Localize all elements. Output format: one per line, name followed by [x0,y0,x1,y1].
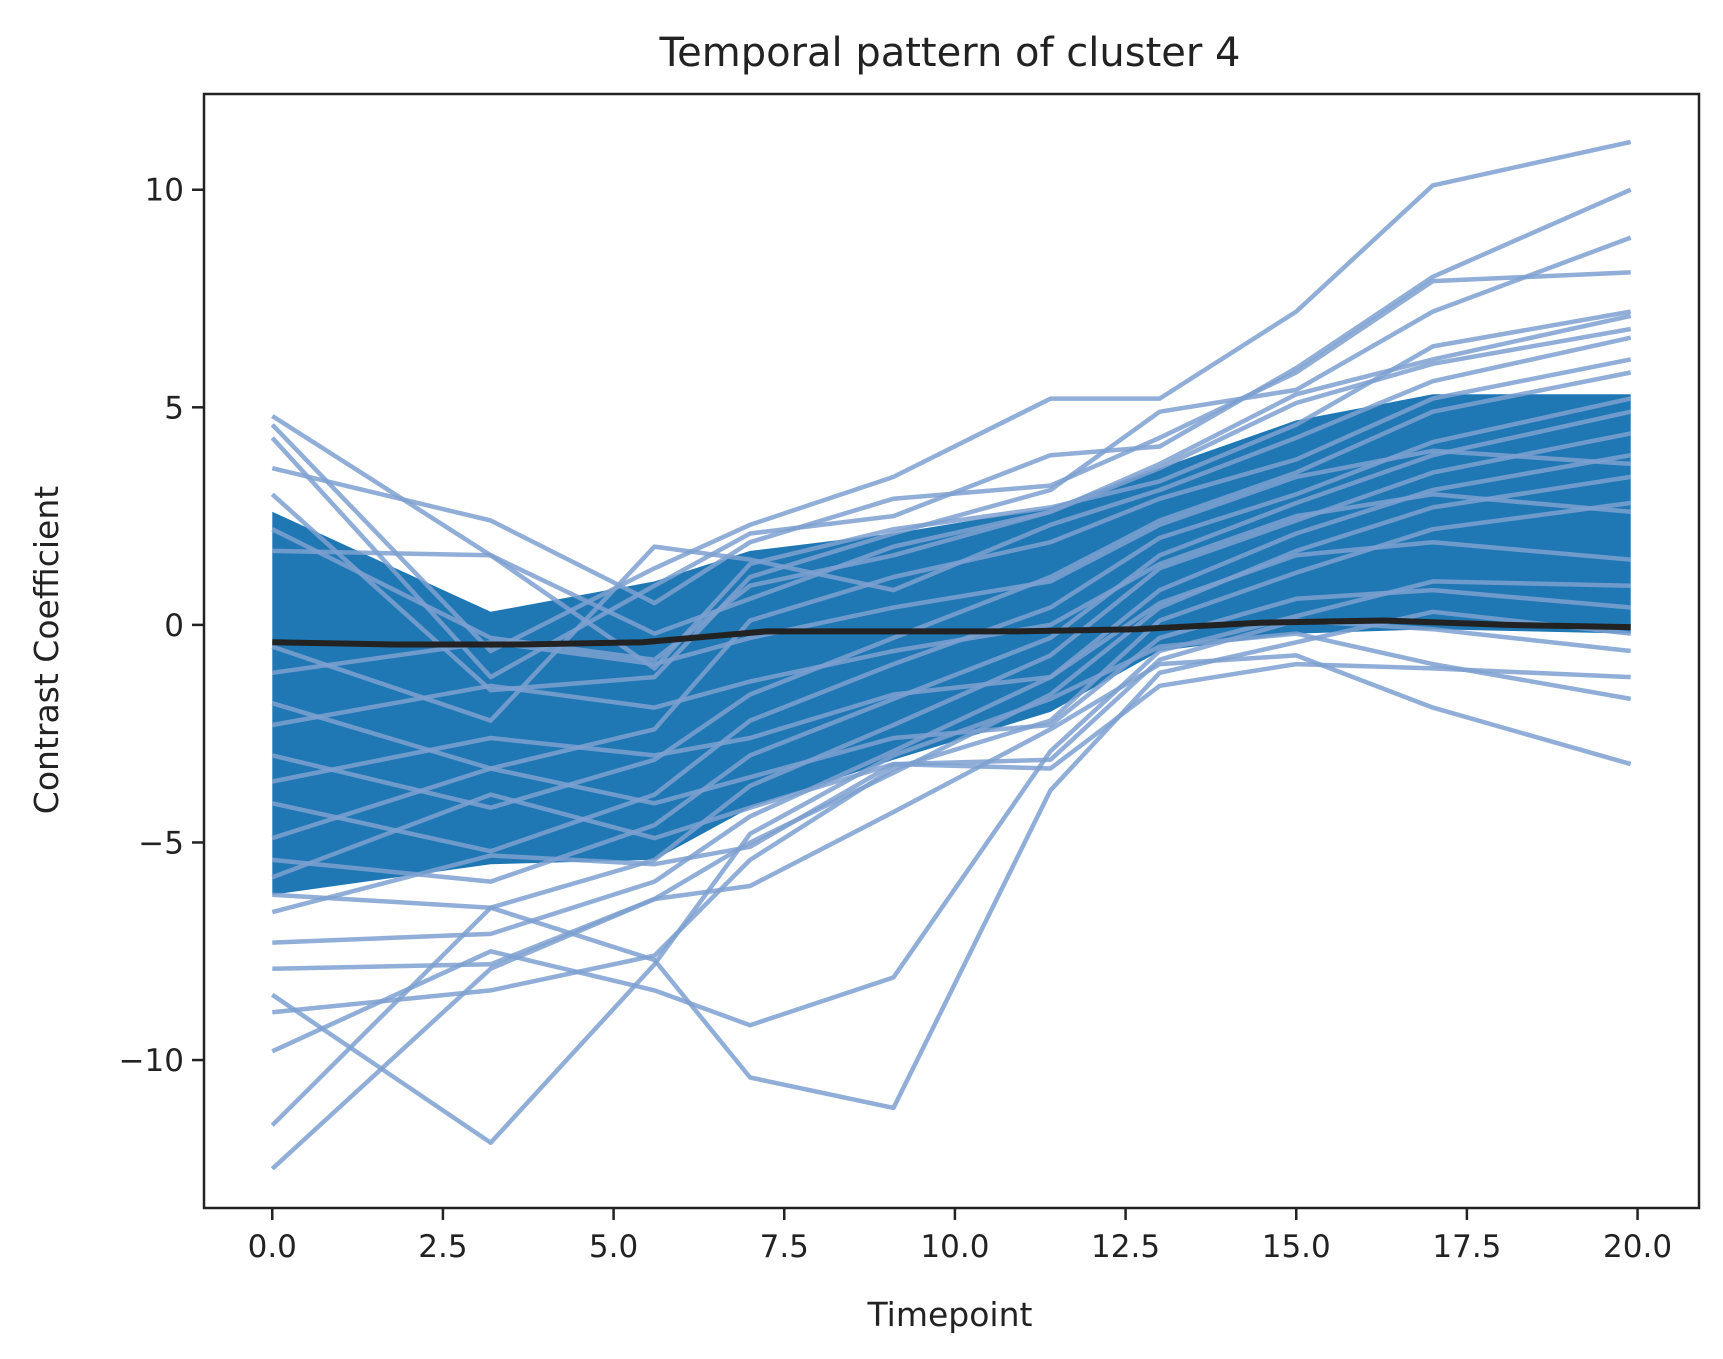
series-line-21 [271,661,1631,915]
series-line-1 [271,313,1632,636]
series-line-24 [271,539,1631,784]
x-tick-label: 7.5 [760,1229,809,1265]
plot-area [270,139,1632,1171]
x-tick-label: 2.5 [418,1229,467,1265]
series-line-12 [272,409,1632,884]
mean-line [272,617,1631,648]
series-line-6 [270,235,1632,693]
x-tick-label: 0.0 [248,1229,297,1265]
x-tick-label: 20.0 [1603,1229,1672,1265]
y-tick-label: −10 [119,1043,184,1079]
series-line-26 [271,448,1631,676]
y-axis-label: Contrast Coefficient [27,486,66,814]
series-line-17 [271,579,1631,1054]
series-line-19 [270,653,1632,1171]
x-axis-label: Timepoint [867,1295,1033,1334]
series-line-7 [271,326,1632,662]
x-tick-label: 5.0 [589,1229,638,1265]
y-tick-label: −5 [138,825,184,861]
x-tick-label: 10.0 [920,1229,989,1265]
series-line-14 [272,452,1632,945]
y-tick-label: 10 [145,173,184,209]
plot-frame [202,92,1701,1210]
y-axis: −10 −5 0 5 10 [119,173,204,1079]
x-tick-label: 17.5 [1432,1229,1501,1265]
series-line-23 [271,587,1631,841]
series-line-25 [271,492,1631,728]
series-line-22 [271,618,1631,880]
chart-title: Temporal pattern of cluster 4 [658,30,1240,76]
y-tick-label: 0 [164,608,184,644]
x-axis: 0.0 2.5 5.0 7.5 10.0 12.5 15.0 17.5 20.0 [248,1208,1672,1265]
series-line-20 [271,631,1632,1145]
series-lines [270,139,1632,1171]
series-line-13 [272,431,1632,910]
x-tick-label: 12.5 [1091,1229,1160,1265]
y-tick-label: 5 [164,390,184,426]
x-tick-label: 15.0 [1262,1229,1331,1265]
series-line-4 [271,270,1631,606]
